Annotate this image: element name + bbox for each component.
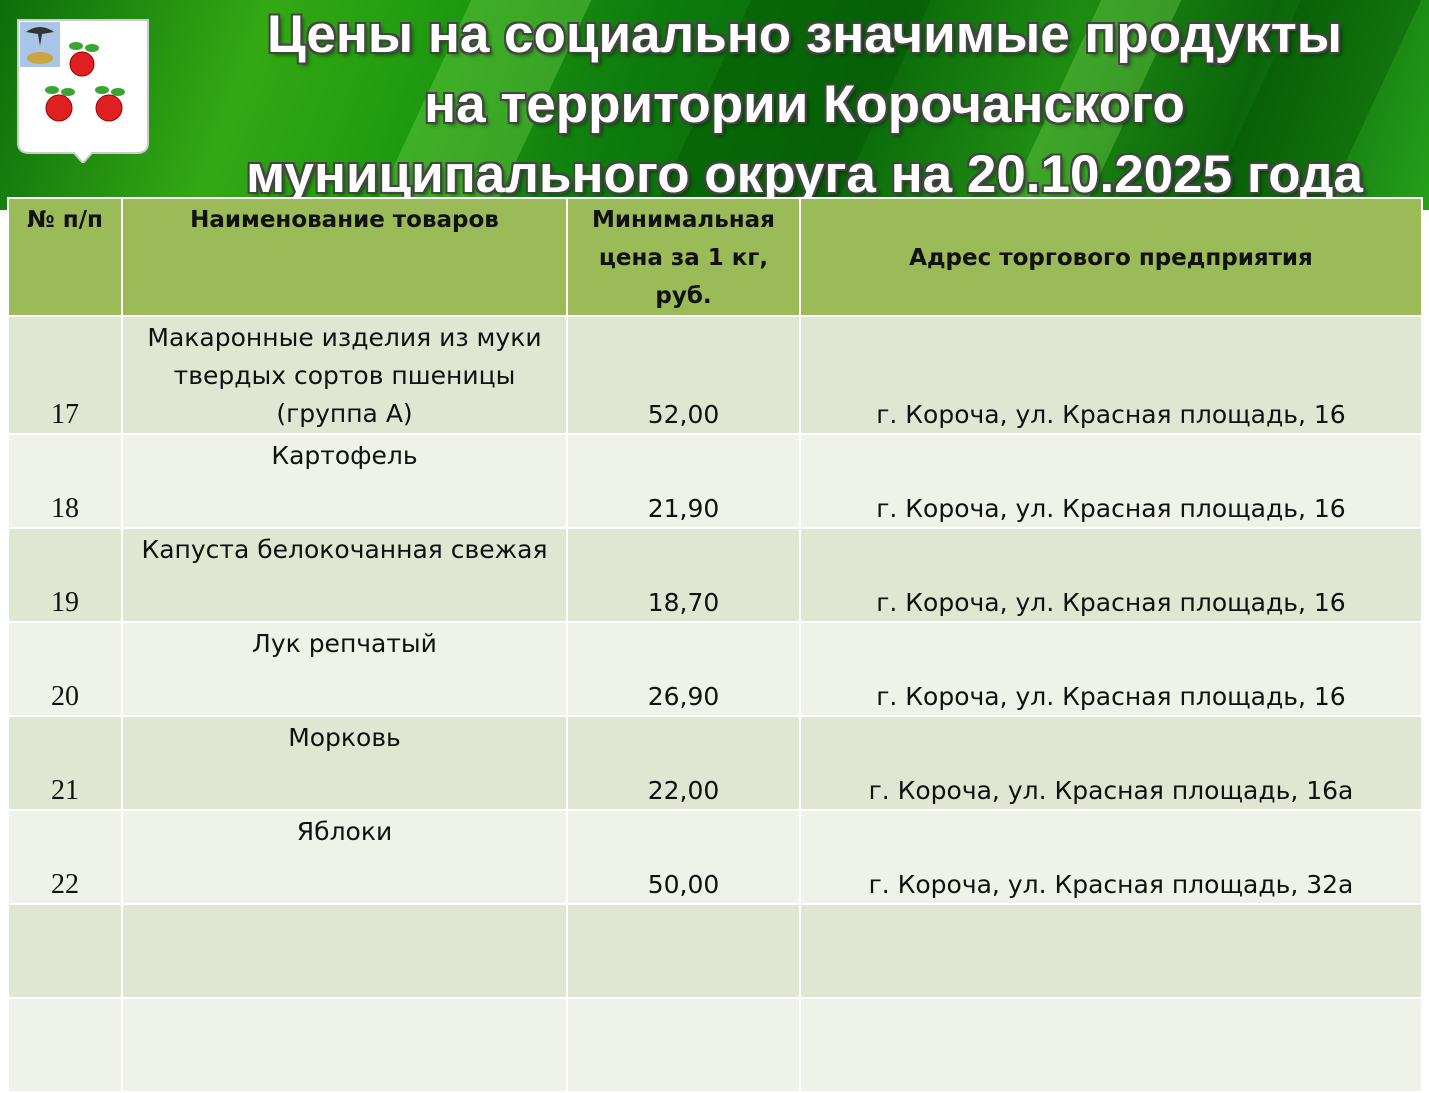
- store-address: г. Короча, ул. Красная площадь, 16: [799, 527, 1423, 623]
- product-name: Макаронные изделия из муки твердых сорто…: [121, 315, 568, 435]
- table-row: [7, 903, 1423, 999]
- table-row: 20 Лук репчатый 26,90 г. Короча, ул. Красна…: [7, 621, 1423, 717]
- min-price: [566, 997, 801, 1093]
- column-header-number: № п/п: [7, 197, 123, 317]
- product-name: Лук репчатый: [121, 621, 568, 717]
- prices-table: № п/п Наименование товаров Минимальная ц…: [7, 197, 1423, 1093]
- min-price: [566, 903, 801, 999]
- product-name: [121, 997, 568, 1093]
- store-address: г. Короча, ул. Красная площадь, 16: [799, 433, 1423, 529]
- min-price: 26,90: [566, 621, 801, 717]
- table-row: [7, 997, 1423, 1093]
- table-row: 19 Капуста белокочанная свежая 18,70 г. Кор…: [7, 527, 1423, 623]
- store-address: г. Короча, ул. Красная площадь, 32а: [799, 809, 1423, 905]
- title-line: муниципального округа на 20.10.2025 года: [245, 145, 1364, 204]
- row-number: 19: [7, 527, 123, 623]
- row-number: 17: [7, 315, 123, 435]
- product-name: Капуста белокочанная свежая: [121, 527, 568, 623]
- store-address: [799, 903, 1423, 999]
- row-number: 20: [7, 621, 123, 717]
- table-row: 21 Морковь 22,00 г. Короча, ул. Красная пло…: [7, 715, 1423, 811]
- column-header-address: Адрес торгового предприятия: [799, 197, 1423, 317]
- column-header-name: Наименование товаров: [121, 197, 568, 317]
- column-header-price: Минимальная цена за 1 кг, руб.: [566, 197, 801, 317]
- min-price: 22,00: [566, 715, 801, 811]
- title-line: Цены на социально значимые продукты: [266, 5, 1342, 64]
- product-name: Яблоки: [121, 809, 568, 905]
- row-number: [7, 903, 123, 999]
- row-number: 18: [7, 433, 123, 529]
- min-price: 18,70: [566, 527, 801, 623]
- product-name: Морковь: [121, 715, 568, 811]
- table-row: 22 Яблоки 50,00 г. Короча, ул. Красная площ…: [7, 809, 1423, 905]
- table-row: 17 Макаронные изделия из муки твердых сор…: [7, 315, 1423, 435]
- store-address: г. Короча, ул. Красная площадь, 16: [799, 315, 1423, 435]
- min-price: 21,90: [566, 433, 801, 529]
- min-price: 50,00: [566, 809, 801, 905]
- row-number: 22: [7, 809, 123, 905]
- row-number: [7, 997, 123, 1093]
- page-title: Цены на социально значимые продукты на т…: [180, 0, 1429, 210]
- min-price: 52,00: [566, 315, 801, 435]
- product-name: [121, 903, 568, 999]
- coat-of-arms-icon: [17, 19, 149, 163]
- store-address: г. Короча, ул. Красная площадь, 16: [799, 621, 1423, 717]
- product-name: Картофель: [121, 433, 568, 529]
- title-banner: Цены на социально значимые продукты на т…: [0, 0, 1429, 210]
- store-address: г. Короча, ул. Красная площадь, 16а: [799, 715, 1423, 811]
- title-line: на территории Корочанского: [424, 75, 1185, 134]
- row-number: 21: [7, 715, 123, 811]
- store-address: [799, 997, 1423, 1093]
- table-header-row: № п/п Наименование товаров Минимальная ц…: [7, 197, 1423, 317]
- table-row: 18 Картофель 21,90 г. Короча, ул. Красная п…: [7, 433, 1423, 529]
